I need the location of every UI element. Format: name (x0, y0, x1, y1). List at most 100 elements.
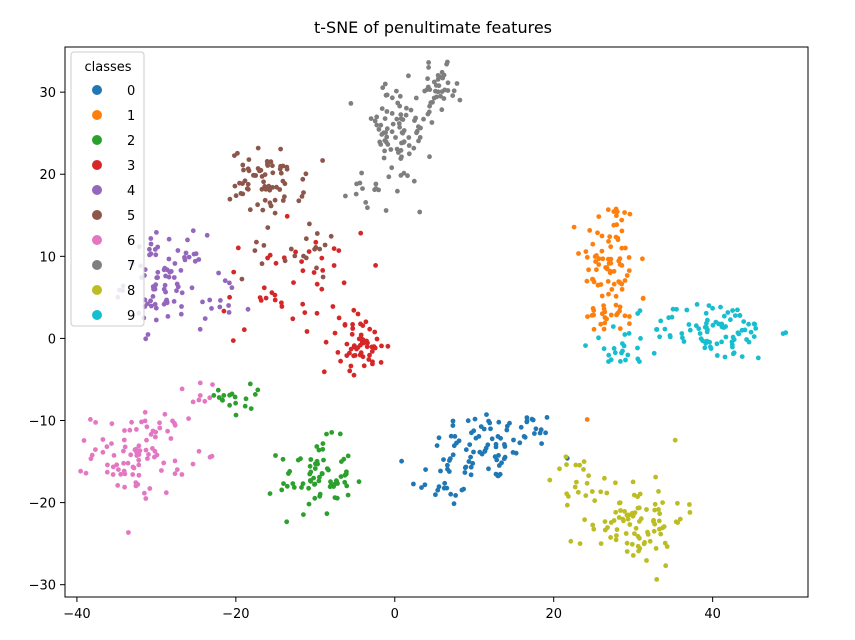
scatter-point-class-8 (622, 509, 627, 514)
scatter-point-class-4 (153, 317, 159, 323)
scatter-point-class-3 (323, 339, 329, 345)
scatter-point-class-8 (635, 533, 641, 539)
scatter-point-class-7 (382, 148, 387, 154)
scatter-point-class-6 (100, 449, 106, 455)
scatter-point-class-9 (703, 340, 709, 346)
scatter-point-class-9 (751, 334, 757, 339)
scatter-point-class-2 (345, 453, 351, 459)
scatter-point-class-7 (399, 130, 405, 136)
scatter-point-class-0 (484, 412, 489, 417)
scatter-point-class-9 (606, 352, 612, 358)
scatter-point-class-0 (501, 456, 507, 462)
scatter-point-class-0 (468, 464, 474, 470)
scatter-point-class-7 (384, 126, 390, 132)
scatter-point-class-6 (143, 496, 149, 501)
scatter-point-class-8 (590, 522, 596, 528)
scatter-point-class-2 (301, 512, 306, 517)
scatter-point-class-4 (154, 230, 159, 235)
scatter-point-class-3 (221, 308, 227, 314)
legend-label-class-6: 6 (127, 234, 135, 249)
scatter-point-class-5 (314, 265, 319, 271)
scatter-point-class-3 (331, 246, 337, 252)
scatter-point-class-5 (299, 194, 305, 199)
scatter-point-class-9 (608, 357, 614, 363)
scatter-point-class-8 (651, 519, 656, 524)
scatter-point-class-2 (248, 406, 254, 411)
scatter-point-class-3 (374, 336, 380, 342)
scatter-point-class-6 (83, 470, 89, 476)
scatter-point-class-2 (284, 483, 290, 489)
scatter-point-class-5 (317, 246, 323, 252)
scatter-point-class-3 (272, 297, 278, 303)
scatter-point-class-7 (389, 111, 395, 116)
legend-marker-class-6 (92, 235, 102, 245)
scatter-point-class-6 (121, 468, 127, 474)
scatter-point-class-6 (121, 448, 126, 454)
scatter-point-class-8 (656, 507, 661, 512)
scatter-point-class-5 (258, 167, 264, 173)
scatter-point-class-2 (319, 471, 325, 477)
scatter-point-class-5 (268, 203, 274, 209)
scatter-point-class-4 (229, 285, 235, 291)
scatter-point-class-4 (178, 268, 184, 273)
scatter-point-class-6 (109, 441, 114, 446)
scatter-point-class-9 (704, 320, 709, 326)
scatter-point-class-7 (343, 193, 348, 199)
scatter-point-class-6 (104, 444, 110, 450)
scatter-point-class-5 (227, 196, 233, 202)
scatter-point-class-4 (183, 250, 189, 256)
scatter-point-class-8 (582, 517, 587, 523)
scatter-point-class-9 (722, 354, 728, 360)
scatter-point-class-7 (425, 76, 430, 82)
scatter-point-class-3 (272, 292, 278, 298)
scatter-point-class-3 (367, 352, 372, 358)
legend-label-class-1: 1 (127, 109, 135, 124)
scatter-point-class-1 (611, 281, 617, 287)
scatter-point-class-5 (303, 255, 309, 261)
scatter-point-class-3 (300, 301, 306, 307)
scatter-point-class-3 (263, 295, 269, 301)
scatter-point-class-1 (600, 256, 606, 262)
scatter-point-class-9 (696, 326, 702, 332)
scatter-point-class-4 (166, 274, 172, 280)
scatter-point-class-3 (331, 263, 337, 268)
scatter-point-class-9 (706, 303, 712, 308)
scatter-point-class-8 (616, 500, 622, 506)
scatter-point-class-7 (426, 65, 431, 70)
scatter-point-class-5 (266, 183, 272, 189)
scatter-point-class-6 (110, 464, 116, 470)
scatter-point-class-8 (675, 500, 680, 506)
legend-marker-class-9 (92, 310, 102, 320)
scatter-point-class-1 (609, 287, 615, 292)
scatter-point-class-1 (617, 304, 623, 310)
scatter-point-class-0 (445, 462, 450, 468)
scatter-point-class-0 (468, 454, 473, 460)
scatter-point-class-7 (396, 121, 402, 126)
scatter-point-class-6 (142, 409, 148, 415)
scatter-point-class-6 (136, 443, 142, 449)
scatter-point-class-7 (428, 100, 434, 106)
scatter-point-class-6 (197, 393, 203, 398)
scatter-point-class-1 (602, 315, 608, 320)
scatter-point-class-6 (136, 462, 142, 468)
legend-title: classes (84, 60, 131, 75)
scatter-point-class-7 (451, 88, 457, 94)
scatter-point-class-9 (723, 324, 728, 329)
scatter-point-class-9 (708, 346, 714, 351)
scatter-point-class-2 (311, 475, 316, 481)
x-tick-label: 20 (545, 607, 562, 622)
scatter-point-class-1 (608, 312, 614, 318)
scatter-point-class-1 (623, 245, 628, 251)
scatter-point-class-8 (624, 540, 630, 546)
scatter-point-class-7 (426, 60, 431, 65)
scatter-point-class-3 (273, 260, 279, 266)
scatter-point-class-9 (686, 322, 692, 327)
scatter-point-class-3 (350, 326, 356, 331)
scatter-point-class-0 (482, 448, 488, 454)
scatter-point-class-9 (620, 348, 625, 354)
scatter-point-class-9 (707, 339, 712, 345)
scatter-point-class-0 (488, 426, 493, 432)
scatter-point-class-5 (232, 183, 238, 189)
scatter-point-class-8 (630, 513, 636, 519)
scatter-point-class-2 (345, 492, 351, 498)
